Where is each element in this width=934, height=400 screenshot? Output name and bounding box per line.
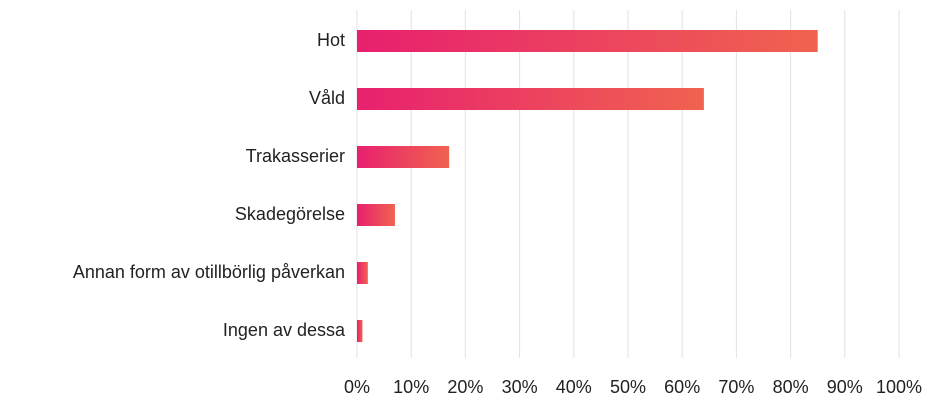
bar	[357, 30, 818, 52]
x-tick-label: 40%	[556, 377, 592, 397]
bar	[357, 88, 704, 110]
x-tick-label: 20%	[447, 377, 483, 397]
y-tick-label: Våld	[309, 88, 345, 108]
x-tick-label: 90%	[827, 377, 863, 397]
x-tick-label: 0%	[344, 377, 370, 397]
bar	[357, 320, 363, 342]
x-tick-label: 10%	[393, 377, 429, 397]
x-tick-label: 70%	[718, 377, 754, 397]
bar	[357, 146, 450, 168]
y-tick-label: Annan form av otillbörlig påverkan	[73, 262, 345, 282]
y-tick-label: Ingen av dessa	[223, 320, 346, 340]
bar	[357, 204, 395, 226]
x-tick-label: 50%	[610, 377, 646, 397]
x-tick-label: 60%	[664, 377, 700, 397]
y-tick-label: Hot	[317, 30, 345, 50]
x-tick-label: 30%	[502, 377, 538, 397]
x-tick-label: 80%	[773, 377, 809, 397]
bar	[357, 262, 368, 284]
y-tick-label: Trakasserier	[246, 146, 345, 166]
y-tick-label: Skadegörelse	[235, 204, 345, 224]
x-tick-label: 100%	[876, 377, 922, 397]
